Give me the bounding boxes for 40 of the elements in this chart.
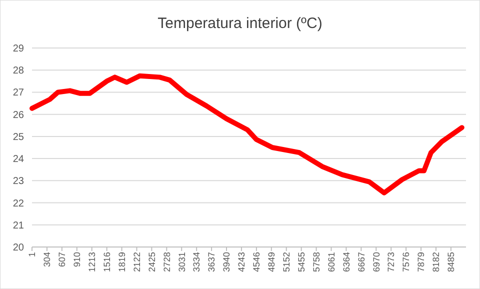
x-tick-label: 1819: [116, 252, 127, 272]
x-tick-label: 6364: [341, 252, 352, 272]
x-tick-label: 6970: [371, 252, 382, 272]
y-tick-label: 20: [12, 242, 24, 254]
y-tick-label: 23: [12, 176, 24, 188]
x-tick-label: 910: [72, 252, 82, 268]
y-tick-label: 28: [12, 66, 24, 77]
x-tick-label: 5758: [311, 252, 322, 272]
x-tick-label: 6061: [326, 252, 336, 272]
x-tick-label: 7273: [386, 252, 396, 272]
x-tick-label: 1213: [87, 252, 97, 272]
x-tick-label: 4546: [252, 252, 262, 272]
x-tick-label: 607: [57, 252, 68, 268]
x-tick-label: 3940: [222, 252, 232, 272]
x-tick-label: 3637: [206, 252, 217, 272]
y-tick-label: 27: [12, 88, 24, 99]
x-tick-label: 2728: [162, 252, 172, 272]
y-tick-label: 24: [12, 154, 24, 166]
x-tick-label: 1516: [102, 252, 112, 272]
x-tick-label: 304: [42, 252, 52, 268]
x-tick-label: 3031: [176, 252, 187, 272]
chart-title: Temperatura interior (ºC): [158, 15, 322, 32]
y-tick-label: 29: [12, 44, 24, 54]
x-tick-label: 5152: [282, 252, 292, 272]
x-tick-label: 7879: [416, 252, 426, 272]
x-tick-label: 8485: [446, 252, 456, 272]
x-tick-label: 2122: [132, 252, 142, 272]
y-tick-label: 25: [12, 132, 24, 143]
x-tick-label: 8182: [431, 252, 442, 272]
x-tick-label: 5455: [296, 252, 306, 272]
x-tick-label: 1: [27, 252, 38, 258]
x-tick-label: 4243: [236, 252, 247, 272]
y-tick-label: 21: [12, 220, 24, 232]
x-tick-label: 6667: [356, 252, 366, 272]
x-tick-label: 3334: [192, 252, 202, 272]
y-tick-label: 22: [12, 198, 24, 210]
x-tick-label: 7576: [401, 252, 412, 272]
x-tick-label: 4849: [266, 252, 277, 272]
x-tick-label: 2425: [146, 252, 157, 272]
y-tick-label: 26: [12, 110, 24, 121]
